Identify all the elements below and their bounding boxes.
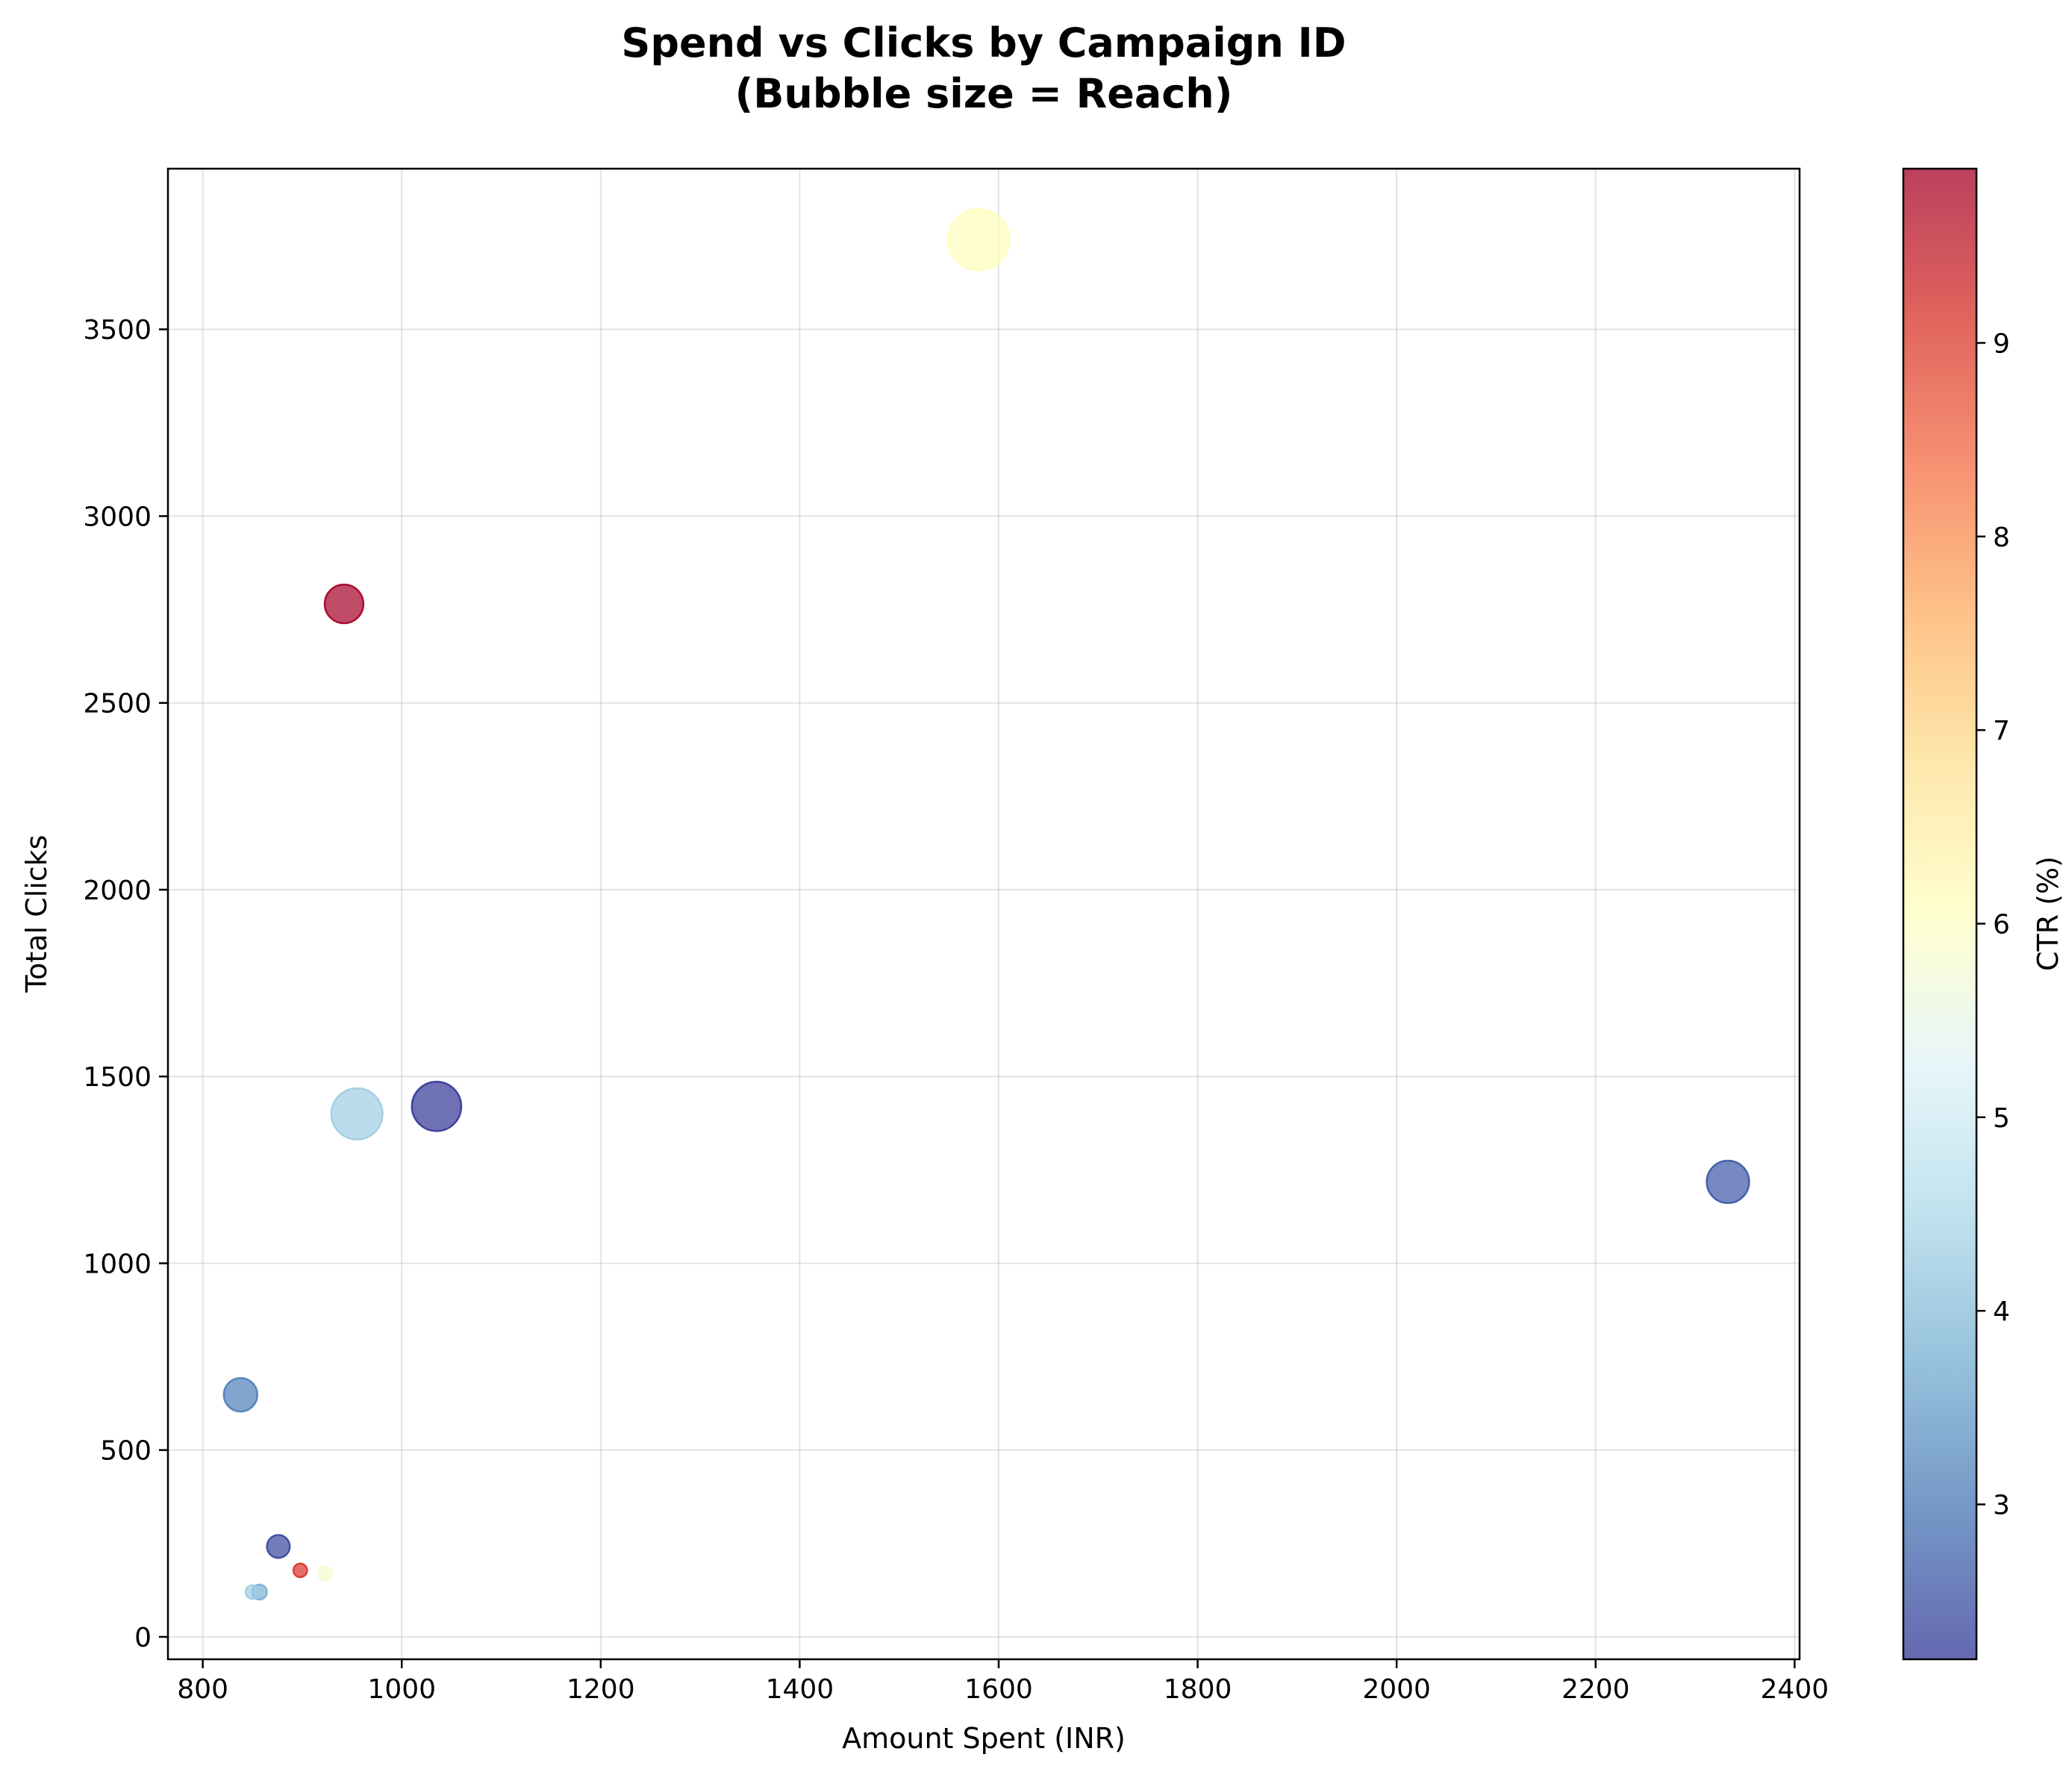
colorbar xyxy=(1902,167,1978,1661)
y-axis-ticks: 0 500 1000 1500 2000 2500 3000 3500 xyxy=(83,315,168,1653)
x-tick-label: 800 xyxy=(177,1674,228,1705)
y-tick-label: 3000 xyxy=(83,502,152,532)
grid-lines xyxy=(168,169,1800,1659)
x-tick-label: 2200 xyxy=(1561,1674,1630,1705)
x-tick-label: 1800 xyxy=(1164,1674,1232,1705)
y-tick-label: 1500 xyxy=(83,1062,152,1093)
data-point xyxy=(222,1376,259,1413)
data-point xyxy=(1706,1159,1750,1205)
colorbar-ticks: 3 4 5 6 7 8 9 xyxy=(1976,328,2010,1521)
y-tick-label: 500 xyxy=(100,1436,152,1467)
data-point xyxy=(244,1584,260,1600)
colorbar-label: CTR (%) xyxy=(2032,856,2065,971)
x-tick-label: 1400 xyxy=(766,1674,834,1705)
data-point xyxy=(411,1080,463,1132)
y-tick-label: 2000 xyxy=(83,876,152,906)
data-point xyxy=(323,583,365,625)
y-tick-label: 0 xyxy=(134,1623,152,1653)
x-tick-label: 2400 xyxy=(1761,1674,1829,1705)
colorbar-tick-label: 7 xyxy=(1993,716,2010,746)
data-points xyxy=(222,208,1750,1601)
plot-frame xyxy=(166,167,1801,1661)
y-axis-label: Total Clicks xyxy=(20,834,53,993)
x-axis-ticks: 800 1000 1200 1400 1600 1800 2000 2200 2400 xyxy=(177,1659,1829,1705)
data-point xyxy=(266,1534,291,1559)
colorbar-tick-label: 8 xyxy=(1993,522,2010,553)
data-point xyxy=(947,208,1011,272)
x-tick-label: 1600 xyxy=(964,1674,1033,1705)
colorbar-tick-label: 5 xyxy=(1993,1103,2010,1134)
y-tick-label: 1000 xyxy=(83,1249,152,1279)
colorbar-tick-label: 3 xyxy=(1993,1491,2010,1521)
y-tick-label: 2500 xyxy=(83,689,152,720)
y-tick-label: 3500 xyxy=(83,315,152,346)
x-tick-label: 2000 xyxy=(1362,1674,1431,1705)
x-tick-label: 1200 xyxy=(567,1674,635,1705)
chart-title-line-2: (Bubble size = Reach) xyxy=(735,70,1233,117)
data-point xyxy=(292,1562,308,1579)
x-axis-label: Amount Spent (INR) xyxy=(842,1722,1126,1755)
colorbar-tick-label: 6 xyxy=(1993,909,2010,940)
colorbar-tick-label: 9 xyxy=(1993,328,2010,359)
x-tick-label: 1000 xyxy=(367,1674,436,1705)
chart-title-line-1: Spend vs Clicks by Campaign ID xyxy=(621,19,1346,66)
data-point xyxy=(317,1565,334,1582)
data-point xyxy=(330,1087,384,1141)
colorbar-tick-label: 4 xyxy=(1993,1297,2010,1327)
